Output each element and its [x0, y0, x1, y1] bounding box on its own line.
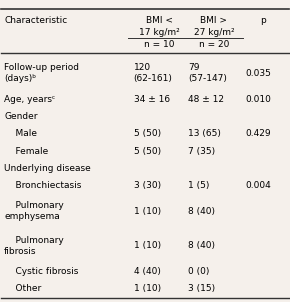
Text: 0 (0): 0 (0) [188, 267, 209, 276]
Text: Pulmonary
emphysema: Pulmonary emphysema [4, 201, 64, 221]
Text: Bronchiectasis: Bronchiectasis [4, 181, 82, 190]
Text: n = 10: n = 10 [144, 40, 175, 49]
Text: 27 kg/m²: 27 kg/m² [194, 28, 234, 37]
Text: 17 kg/m²: 17 kg/m² [139, 28, 180, 37]
Text: 1 (10): 1 (10) [133, 241, 161, 250]
Text: Male: Male [4, 129, 37, 138]
Text: 0.004: 0.004 [246, 181, 271, 190]
Text: BMI <: BMI < [146, 16, 173, 25]
Text: 5 (50): 5 (50) [133, 129, 161, 138]
Text: 34 ± 16: 34 ± 16 [133, 95, 170, 104]
Text: n = 20: n = 20 [199, 40, 229, 49]
Text: Underlying disease: Underlying disease [4, 164, 91, 173]
Text: Cystic fibrosis: Cystic fibrosis [4, 267, 79, 276]
Text: BMI >: BMI > [200, 16, 227, 25]
Text: Age, yearsᶜ: Age, yearsᶜ [4, 95, 55, 104]
Text: 0.035: 0.035 [246, 69, 271, 78]
Text: Female: Female [4, 146, 48, 156]
Text: Other: Other [4, 284, 41, 294]
Text: p: p [260, 16, 266, 25]
Text: Gender: Gender [4, 112, 38, 121]
Text: 8 (40): 8 (40) [188, 241, 215, 250]
Text: 1 (5): 1 (5) [188, 181, 209, 190]
Text: Follow-up period
(days)ᵇ: Follow-up period (days)ᵇ [4, 63, 79, 83]
Text: 3 (30): 3 (30) [133, 181, 161, 190]
Text: Characteristic: Characteristic [4, 16, 68, 25]
Text: 1 (10): 1 (10) [133, 284, 161, 294]
Text: 4 (40): 4 (40) [133, 267, 160, 276]
Text: 1 (10): 1 (10) [133, 207, 161, 216]
Text: 0.429: 0.429 [246, 129, 271, 138]
Text: 0.010: 0.010 [246, 95, 271, 104]
Text: 48 ± 12: 48 ± 12 [188, 95, 224, 104]
Text: 120
(62-161): 120 (62-161) [133, 63, 172, 83]
Text: 7 (35): 7 (35) [188, 146, 215, 156]
Text: 79
(57-147): 79 (57-147) [188, 63, 227, 83]
Text: 5 (50): 5 (50) [133, 146, 161, 156]
Text: 8 (40): 8 (40) [188, 207, 215, 216]
Text: 13 (65): 13 (65) [188, 129, 221, 138]
Text: 3 (15): 3 (15) [188, 284, 215, 294]
Text: Pulmonary
fibrosis: Pulmonary fibrosis [4, 236, 64, 256]
